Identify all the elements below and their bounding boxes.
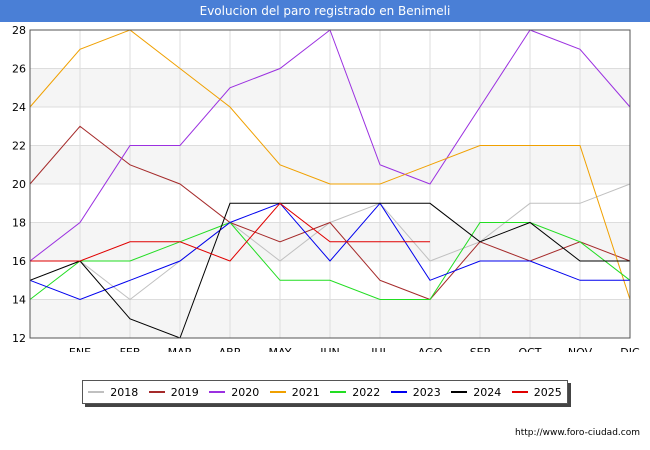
y-tick-label: 18 — [12, 217, 26, 230]
x-tick-label: ABR — [219, 346, 242, 352]
legend-item-2020: 2020 — [209, 386, 259, 399]
legend-label: 2024 — [473, 385, 502, 399]
legend-label: 2025 — [533, 385, 562, 399]
y-tick-label: 20 — [12, 178, 26, 191]
y-tick-label: 28 — [12, 24, 26, 37]
legend-swatch — [148, 391, 165, 393]
y-tick-label: 22 — [12, 140, 26, 153]
legend-label: 2018 — [110, 385, 139, 399]
x-tick-label: SEP — [470, 346, 491, 352]
legend-swatch — [451, 391, 468, 393]
x-tick-label: AGO — [418, 346, 443, 352]
legend-swatch — [390, 391, 407, 393]
y-tick-label: 16 — [12, 255, 26, 268]
legend-swatch — [209, 391, 226, 393]
plot-frame — [29, 29, 631, 339]
legend-label: 2022 — [352, 385, 381, 399]
x-tick-label: MAY — [269, 346, 292, 352]
x-tick-label: OCT — [518, 346, 541, 352]
legend-label: 2020 — [231, 385, 260, 399]
x-tick-label: JUN — [319, 346, 340, 352]
legend: 2018 2019 2020 2021 2022 2023 2024 2025 — [82, 380, 568, 404]
chart-title: Evolucion del paro registrado en Benimel… — [0, 0, 650, 22]
series-line-2023 — [29, 202, 630, 301]
y-axis-ticks: 12 14 16 18 20 22 24 26 28 — [12, 24, 26, 345]
legend-item-2024: 2024 — [451, 386, 501, 399]
y-tick-label: 12 — [12, 332, 26, 345]
legend-swatch — [330, 391, 347, 393]
x-axis-ticks: ENE FEB MAR ABR MAY JUN JUL AGO SEP OCT NOV DIC — [69, 346, 640, 352]
legend-swatch — [88, 391, 105, 393]
series-line-2025 — [30, 202, 430, 262]
x-tick-label: FEB — [120, 346, 141, 352]
legend-label: 2021 — [291, 385, 320, 399]
legend-label: 2023 — [412, 385, 441, 399]
legend-swatch — [511, 391, 528, 393]
series-line-2024 — [29, 202, 630, 339]
y-tick-label: 26 — [12, 63, 26, 76]
x-tick-label: ENE — [69, 346, 91, 352]
legend-label: 2019 — [170, 385, 199, 399]
legend-item-2023: 2023 — [390, 385, 441, 399]
x-tick-label: MAR — [168, 346, 193, 352]
legend-item-2022: 2022 — [330, 386, 380, 399]
series-lines — [29, 29, 631, 339]
legend-item-2021: 2021 — [269, 385, 320, 399]
source-credit: http://www.foro-ciudad.com — [515, 428, 640, 438]
x-tick-label: NOV — [568, 346, 593, 352]
legend-item-2019: 2019 — [148, 385, 199, 399]
x-tick-label: DIC — [620, 346, 640, 352]
legend-item-2025: 2025 — [511, 385, 562, 399]
legend-item-2018: 2018 — [88, 386, 138, 399]
line-chart: 12 14 16 18 20 22 24 26 28 ENE FEB MAR ABR MAY JUN JUL… — [12, 24, 640, 352]
legend-swatch — [269, 391, 286, 393]
y-tick-label: 14 — [12, 294, 26, 307]
y-tick-label: 24 — [12, 101, 26, 114]
x-tick-label: JUL — [370, 346, 389, 352]
